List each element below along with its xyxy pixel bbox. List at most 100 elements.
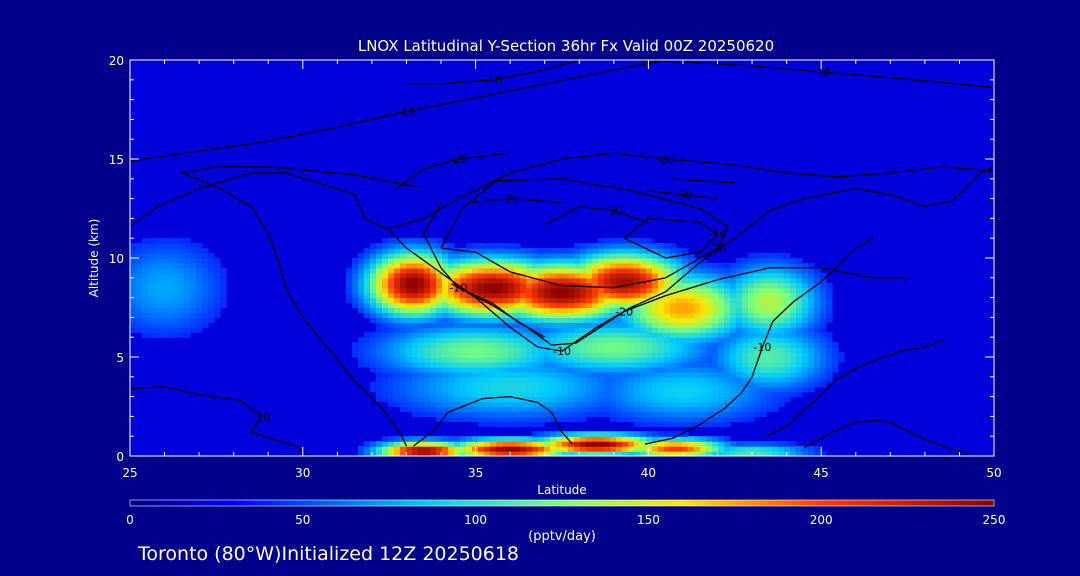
field-cell: [142, 267, 149, 274]
field-cell: [130, 292, 137, 299]
field-cell: [694, 327, 701, 333]
field-cell: [454, 327, 461, 333]
field-cell: [148, 307, 155, 314]
field-cell: [766, 396, 773, 403]
field-cell: [352, 347, 359, 353]
field-cell: [826, 292, 833, 299]
field-cell: [454, 287, 461, 294]
field-cell: [682, 292, 689, 299]
field-cell: [748, 391, 755, 398]
field-cell: [778, 307, 785, 314]
field-cell: [610, 312, 617, 318]
field-cell: [538, 297, 545, 304]
field-cell: [592, 446, 599, 452]
field-cell: [394, 376, 401, 383]
field-cell: [754, 317, 761, 323]
field-cell: [544, 327, 551, 333]
field-cell: [598, 436, 605, 442]
field-cell: [580, 352, 587, 358]
contour-label: -10: [812, 66, 830, 79]
field-cell: [760, 317, 767, 323]
field-cell: [616, 272, 623, 279]
field-cell: [412, 352, 419, 358]
field-cell: [634, 406, 641, 413]
field-cell: [508, 366, 515, 373]
field-cell: [688, 446, 695, 452]
field-cell: [814, 322, 821, 328]
field-cell: [442, 312, 449, 318]
field-cell: [466, 436, 473, 442]
field-cell: [196, 272, 203, 279]
field-cell: [628, 267, 635, 274]
field-cell: [376, 282, 383, 289]
field-cell: [706, 287, 713, 294]
field-cell: [634, 327, 641, 333]
field-cell: [688, 312, 695, 318]
field-cell: [154, 248, 161, 254]
field-cell: [622, 312, 629, 318]
field-cell: [472, 376, 479, 383]
field-cell: [532, 337, 539, 343]
field-cell: [610, 371, 617, 378]
field-cell: [454, 272, 461, 279]
field-cell: [724, 302, 731, 309]
field-cell: [136, 258, 143, 264]
field-cell: [730, 401, 737, 408]
field-cell: [442, 243, 449, 249]
field-cell: [490, 327, 497, 333]
field-cell: [568, 302, 575, 309]
field-cell: [628, 376, 635, 383]
field-cell: [418, 357, 425, 363]
field-cell: [658, 322, 665, 328]
field-cell: [694, 322, 701, 328]
field-cell: [610, 272, 617, 279]
field-cell: [406, 396, 413, 403]
field-cell: [484, 258, 491, 264]
field-cell: [544, 297, 551, 304]
field-cell: [616, 248, 623, 254]
field-cell: [502, 396, 509, 403]
field-cell: [142, 287, 149, 294]
field-cell: [790, 327, 797, 333]
field-cell: [526, 416, 533, 422]
field-cell: [394, 386, 401, 393]
field-cell: [814, 312, 821, 318]
field-cell: [646, 332, 653, 338]
field-cell: [496, 277, 503, 284]
field-cell: [550, 292, 557, 299]
field-cell: [520, 297, 527, 304]
field-cell: [814, 361, 821, 368]
field-cell: [562, 451, 569, 456]
field-cell: [748, 282, 755, 289]
field-cell: [148, 317, 155, 323]
field-cell: [370, 357, 377, 363]
field-cell: [712, 381, 719, 388]
field-cell: [544, 347, 551, 353]
field-cell: [394, 243, 401, 249]
field-cell: [682, 332, 689, 338]
field-cell: [532, 366, 539, 373]
field-cell: [376, 297, 383, 304]
field-cell: [556, 357, 563, 363]
field-cell: [790, 312, 797, 318]
field-cell: [760, 272, 767, 279]
field-cell: [358, 277, 365, 284]
field-cell: [382, 282, 389, 289]
contour-label: -10: [252, 410, 270, 423]
field-cell: [790, 361, 797, 368]
field-cell: [484, 248, 491, 254]
field-cell: [796, 381, 803, 388]
field-cell: [652, 332, 659, 338]
field-cell: [790, 332, 797, 338]
field-cell: [760, 376, 767, 383]
field-cell: [718, 391, 725, 398]
field-cell: [694, 292, 701, 299]
field-cell: [388, 238, 395, 244]
field-cell: [514, 396, 521, 403]
field-cell: [550, 436, 557, 442]
field-cell: [724, 366, 731, 373]
field-cell: [442, 357, 449, 363]
field-cell: [364, 248, 371, 254]
field-cell: [610, 411, 617, 417]
field-cell: [412, 436, 419, 442]
